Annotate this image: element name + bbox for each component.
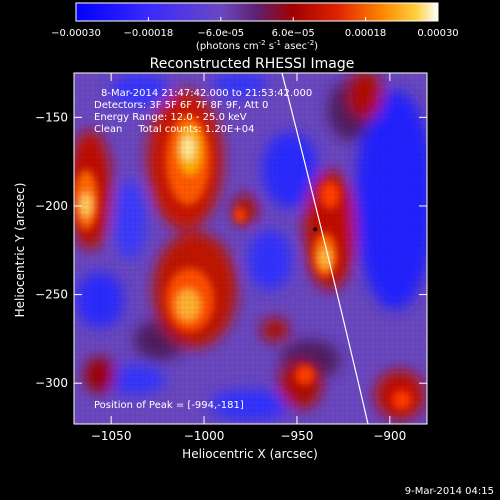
solar-limb-line	[281, 73, 369, 424]
x-tick-label: −950	[280, 429, 313, 443]
annotation-clean-counts: Clean Total counts: 1.20E+04	[94, 124, 254, 135]
y-tick-label: −150	[35, 110, 68, 124]
plot-frame	[73, 72, 428, 425]
colorbar-gradient	[75, 2, 439, 22]
peak-marker	[313, 227, 318, 232]
x-tick-label: −1000	[184, 429, 225, 443]
annotation-detectors: Detectors: 3F 5F 6F 7F 8F 9F, Att 0	[94, 100, 268, 111]
x-axis-label: Heliocentric X (arcsec)	[182, 447, 318, 461]
annotation-time-range: 8-Mar-2014 21:47:42.000 to 21:53:42.000	[101, 88, 312, 99]
y-tick-label: −250	[35, 288, 68, 302]
peak-position-label: Position of Peak = [-994,-181]	[94, 400, 244, 411]
x-axis-ticks: −1050 −1000 −950 −900	[91, 73, 406, 443]
annotation-energy-range: Energy Range: 12.0 - 25.0 keV	[94, 112, 247, 123]
colorbar-tick-label: 6.0e−05	[272, 28, 315, 39]
footer-timestamp: 9-Mar-2014 04:15	[405, 486, 494, 497]
y-tick-label: −300	[35, 376, 68, 390]
annotation-block: 8-Mar-2014 21:47:42.000 to 21:53:42.000 …	[94, 88, 312, 135]
y-tick-label: −200	[35, 199, 68, 213]
colorbar-tick-label: 0.00030	[417, 28, 458, 39]
colorbar-units: (photons cm-2 s-1 asec-2)	[196, 39, 318, 52]
x-tick-label: −900	[373, 429, 406, 443]
colorbar-tick-label: 0.00018	[345, 28, 386, 39]
x-tick-label: −1050	[91, 429, 132, 443]
chart-title: Reconstructed RHESSI Image	[150, 56, 355, 72]
colorbar: −0.00030 −0.00018 −6.0e-05 6.0e−05 0.00018 0.…	[51, 2, 459, 52]
colorbar-ticks	[75, 17, 439, 21]
colorbar-tick-label: −6.0e-05	[197, 28, 244, 39]
colorbar-tick-label: −0.00030	[51, 28, 101, 39]
colorbar-tick-labels: −0.00030 −0.00018 −6.0e-05 6.0e−05 0.00018 0.…	[51, 28, 459, 39]
y-axis-ticks: −300 −250 −200 −150	[35, 110, 427, 390]
y-axis-label: Heliocentric Y (arcsec)	[13, 183, 27, 318]
heatmap-image	[74, 73, 427, 424]
colorbar-tick-label: −0.00018	[124, 28, 174, 39]
